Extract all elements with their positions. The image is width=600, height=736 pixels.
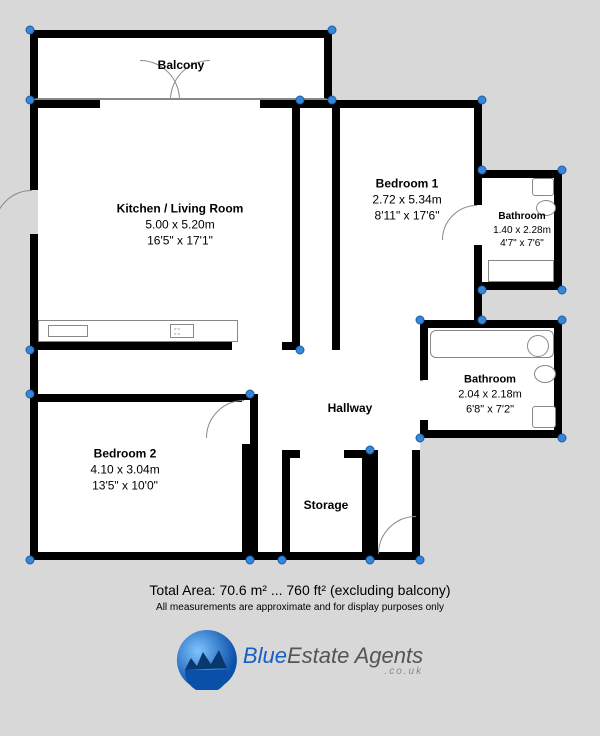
disclaimer-text: All measurements are approximate and for… — [0, 602, 600, 613]
corner-dot — [416, 556, 425, 565]
total-area-text: Total Area: 70.6 m² ... 760 ft² (excludi… — [0, 582, 600, 598]
sink-icon — [48, 325, 88, 337]
corner-dot — [558, 166, 567, 175]
label-bedroom1: Bedroom 1 2.72 x 5.34m 8'11" x 17'6" — [337, 176, 477, 225]
corner-dot — [26, 390, 35, 399]
corner-dot — [328, 26, 337, 35]
label-storage: Storage — [286, 497, 366, 513]
corner-dot — [296, 346, 305, 355]
label-kitchen-living: Kitchen / Living Room 5.00 x 5.20m 16'5"… — [110, 201, 250, 250]
corner-dot — [366, 556, 375, 565]
label-hallway: Hallway — [280, 400, 420, 416]
corner-dot — [558, 286, 567, 295]
exterior-notch — [300, 100, 332, 366]
corner-dot — [478, 96, 487, 105]
logo-globe-icon — [177, 630, 237, 690]
corner-dot — [478, 166, 487, 175]
label-balcony: Balcony — [111, 57, 251, 73]
logo: BlueEstate Agents .co.uk — [177, 630, 423, 690]
corner-dot — [26, 26, 35, 35]
label-bathroom-main: Bathroom 2.04 x 2.18m 6'8" x 7'2" — [435, 373, 545, 418]
corner-dot — [416, 316, 425, 325]
corner-dot — [478, 286, 487, 295]
corner-dot — [416, 434, 425, 443]
corner-dot — [328, 96, 337, 105]
corner-dot — [558, 434, 567, 443]
corner-dot — [26, 96, 35, 105]
corner-dot — [558, 316, 567, 325]
corner-dot — [366, 446, 375, 455]
logo-text: BlueEstate Agents .co.uk — [243, 643, 423, 677]
corner-dot — [246, 390, 255, 399]
corner-dot — [26, 556, 35, 565]
label-bathroom-ensuite: Bathroom 1.40 x 2.28m 4'7" x 7'6" — [482, 210, 562, 251]
corner-dot — [26, 346, 35, 355]
floorplan-canvas: ○ ○ ○ ○ Balcon — [0, 0, 600, 736]
corner-dot — [246, 556, 255, 565]
corner-dot — [478, 316, 487, 325]
corner-dot — [278, 556, 287, 565]
hob-icon: ○ ○ ○ ○ — [170, 324, 194, 338]
corner-dot — [296, 96, 305, 105]
toilet-icon — [532, 178, 554, 196]
label-bedroom2: Bedroom 2 4.10 x 3.04m 13'5" x 10'0" — [55, 446, 195, 495]
shower-tray-icon — [488, 260, 554, 282]
bathtub-icon — [430, 330, 554, 358]
